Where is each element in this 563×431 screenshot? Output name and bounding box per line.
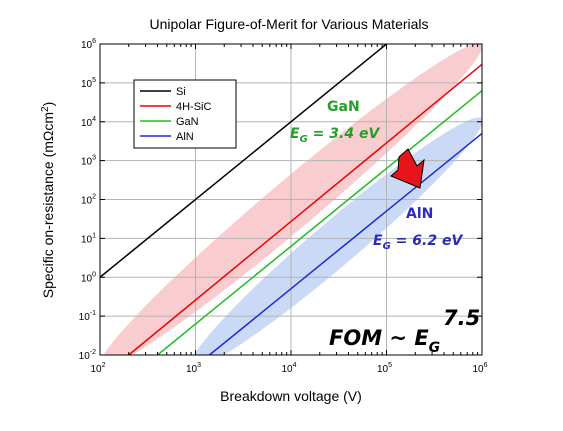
x-axis-title: Breakdown voltage (V) [220, 388, 362, 404]
series-line-si [100, 44, 387, 278]
chart-title: Unipolar Figure-of-Merit for Various Mat… [149, 16, 428, 32]
series-line-aln [208, 132, 482, 355]
aln-annotation-label: AlN [406, 206, 433, 222]
y-tick-label: 101 [81, 232, 96, 245]
x-tick-label: 104 [281, 362, 296, 375]
legend-label-gan: GaN [176, 116, 199, 128]
legend-label-4h-sic: 4H-SiC [176, 101, 212, 113]
y-tick-label: 106 [81, 38, 96, 51]
aln-bandgap-annotation: EG = 6.2 eV [373, 233, 463, 252]
series-line-4h-sic [128, 63, 482, 355]
fom-exponent: 7.5 [443, 306, 480, 330]
x-tick-label: 103 [186, 362, 201, 375]
legend-label-aln: AlN [176, 131, 194, 143]
x-tick-label: 102 [90, 362, 105, 375]
x-tick-label: 105 [377, 362, 392, 375]
gan-bandgap-annotation: EG = 3.4 eV [290, 126, 380, 145]
y-tick-label: 103 [81, 155, 96, 168]
shift-arrow [390, 148, 425, 189]
y-tick-label: 105 [81, 77, 96, 90]
y-tick-label: 100 [81, 271, 96, 284]
y-tick-label: 102 [81, 194, 96, 207]
legend-label-si: Si [176, 86, 186, 98]
legend: Si 4H-SiC GaN AlN [133, 79, 237, 149]
x-tick-label: 106 [472, 362, 487, 375]
y-tick-label: 10-1 [79, 310, 96, 323]
y-tick-label: 104 [81, 116, 96, 129]
fom-formula: FOM ~ EG [329, 326, 440, 356]
y-axis-title: Specific on-resistance (mΩcm2) [40, 102, 56, 299]
gan-annotation-label: GaN [327, 99, 360, 115]
series-line-gan [157, 90, 482, 355]
y-tick-label: 10-2 [79, 349, 96, 362]
